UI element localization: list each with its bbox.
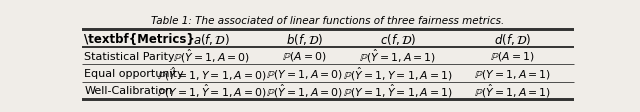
Text: Well-Calibration: Well-Calibration [84,86,173,95]
Text: $\mathbb{P}(A=1)$: $\mathbb{P}(A=1)$ [490,50,534,62]
Text: $b(f, \mathcal{D})$: $b(f, \mathcal{D})$ [286,32,323,46]
Text: $\mathbb{P}(Y=1, A=0)$: $\mathbb{P}(Y=1, A=0)$ [266,67,343,80]
Text: $a(f, \mathcal{D})$: $a(f, \mathcal{D})$ [193,32,230,46]
Text: $\mathbb{P}(Y=1, \hat{Y}=1, A=1)$: $\mathbb{P}(Y=1, \hat{Y}=1, A=1)$ [343,82,453,99]
Text: $\mathbb{P}(\hat{Y}=1, Y=1, A=0)$: $\mathbb{P}(\hat{Y}=1, Y=1, A=0)$ [157,65,266,82]
Text: $\mathbb{P}(\hat{Y}=1, A=1)$: $\mathbb{P}(\hat{Y}=1, A=1)$ [360,47,436,65]
Text: $\mathbb{P}(Y=1, A=1)$: $\mathbb{P}(Y=1, A=1)$ [474,67,551,80]
Text: Equal opportunity: Equal opportunity [84,68,184,78]
Text: $d(f, \mathcal{D})$: $d(f, \mathcal{D})$ [493,32,531,46]
Text: $\mathbb{P}(Y=1, \hat{Y}=1, A=0)$: $\mathbb{P}(Y=1, \hat{Y}=1, A=0)$ [157,82,266,99]
Text: $\mathbb{P}(\hat{Y}=1, A=0)$: $\mathbb{P}(\hat{Y}=1, A=0)$ [266,82,343,99]
Text: $\mathbb{P}(\hat{Y}=1, A=1)$: $\mathbb{P}(\hat{Y}=1, A=1)$ [474,82,551,99]
Text: Table 1: The associated of linear functions of three fairness metrics.: Table 1: The associated of linear functi… [152,16,504,26]
Text: $c(f, \mathcal{D})$: $c(f, \mathcal{D})$ [380,32,416,46]
Text: Statistical Parity: Statistical Parity [84,51,175,61]
Text: $\mathbb{P}(\hat{Y}=1, Y=1, A=1)$: $\mathbb{P}(\hat{Y}=1, Y=1, A=1)$ [343,65,453,82]
Text: \textbf{Metrics}: \textbf{Metrics} [84,33,195,45]
Text: $\mathbb{P}(\hat{Y}=1, A=0)$: $\mathbb{P}(\hat{Y}=1, A=0)$ [173,47,250,65]
Text: $\mathbb{P}(A=0)$: $\mathbb{P}(A=0)$ [282,50,327,62]
